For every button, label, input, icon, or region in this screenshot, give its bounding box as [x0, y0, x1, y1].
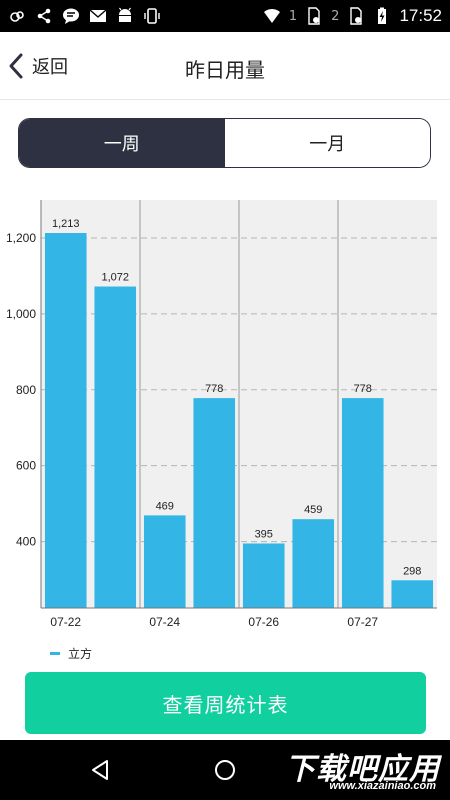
bar-value-label: 298 — [403, 565, 421, 577]
bar — [94, 286, 137, 608]
sim1-icon — [308, 7, 320, 25]
battery-charging-icon — [378, 7, 387, 24]
bar-value-label: 395 — [255, 528, 273, 540]
tab-month[interactable]: 一月 — [224, 119, 430, 167]
bar — [341, 398, 384, 608]
android-icon — [119, 7, 131, 22]
vibrate-icon — [144, 8, 160, 24]
title-bar: 返回 昨日用量 — [0, 32, 450, 100]
status-bar-system: 1 2 17:52 — [263, 6, 442, 26]
mail-icon — [89, 9, 107, 22]
y-tick-label: 400 — [16, 535, 36, 549]
x-tick-label: 07-24 — [149, 615, 180, 629]
bar-chart: 400 600 800 1,000 1,200 1,213 1,072 469 778 395 45… — [6, 200, 437, 629]
bar — [242, 543, 285, 608]
watermark: 下载吧应用 www.xiazainiao.com — [266, 744, 446, 796]
back-label: 返回 — [32, 57, 68, 78]
wifi-icon — [263, 8, 280, 23]
bar-value-label: 1,213 — [52, 218, 80, 230]
y-tick-label: 1,200 — [6, 231, 36, 245]
period-tabs: 一周 一月 — [18, 118, 431, 168]
bar-value-label: 778 — [354, 383, 372, 395]
watermark-url: www.xiazainiao.com — [329, 780, 436, 792]
chevron-left-icon — [9, 53, 23, 79]
bar — [391, 580, 434, 608]
view-weekly-report-button[interactable]: 查看周统计表 — [25, 672, 426, 734]
sim1-label: 1 — [288, 8, 298, 24]
bar-value-label: 1,072 — [101, 272, 129, 284]
nav-home-icon[interactable] — [213, 758, 237, 782]
y-tick-label: 800 — [16, 383, 36, 397]
bar — [44, 233, 87, 608]
bar-value-label: 778 — [205, 383, 223, 395]
back-button[interactable]: 返回 — [6, 50, 68, 82]
tab-week[interactable]: 一周 — [19, 119, 225, 167]
x-tick-label: 07-22 — [50, 615, 81, 629]
page-title: 昨日用量 — [185, 58, 265, 82]
status-bar: 1 2 17:52 — [0, 0, 450, 32]
status-time: 17:52 — [399, 6, 442, 25]
sim2-label: 2 — [331, 8, 340, 24]
status-bar-notifications — [8, 6, 161, 26]
chat-icon — [63, 8, 79, 24]
bar — [193, 398, 236, 608]
weather-icon — [10, 11, 24, 22]
x-tick-label: 07-27 — [347, 615, 378, 629]
bar-value-label: 469 — [156, 500, 174, 512]
legend-label: 立方 — [68, 647, 93, 661]
chart-legend: 立方 — [50, 645, 92, 662]
usage-chart: 400 600 800 1,000 1,200 1,213 1,072 469 778 395 45… — [0, 190, 450, 640]
navigation-bar: 下载吧应用 www.xiazainiao.com — [0, 740, 450, 800]
legend-swatch — [50, 652, 60, 655]
sim2-icon — [350, 7, 363, 25]
nav-back-icon[interactable] — [88, 758, 112, 782]
watermark-title: 下载吧应用 — [285, 752, 440, 787]
bar — [292, 519, 335, 608]
share-icon — [37, 8, 51, 24]
y-tick-label: 600 — [16, 459, 36, 473]
bar-value-label: 459 — [304, 504, 322, 516]
bar — [143, 515, 186, 608]
x-tick-label: 07-26 — [248, 615, 279, 629]
y-tick-label: 1,000 — [6, 307, 36, 321]
